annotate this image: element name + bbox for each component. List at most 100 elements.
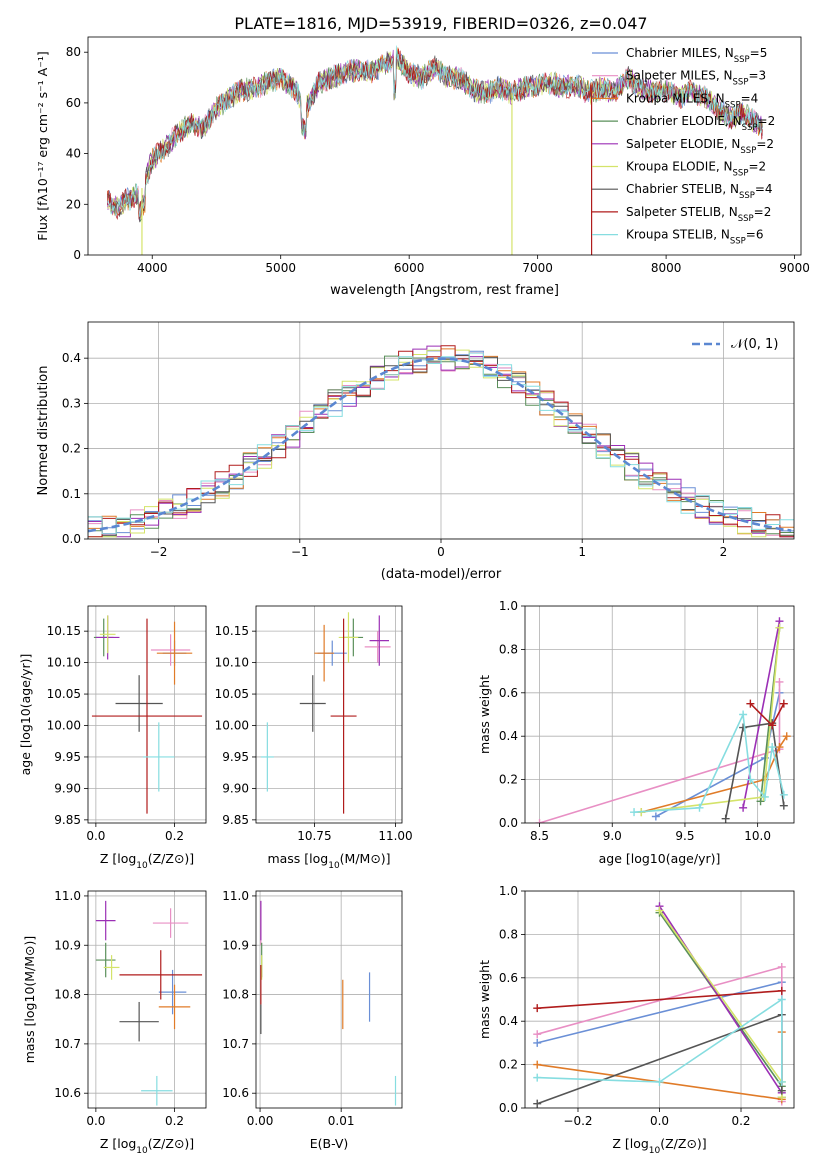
ebv-mass-frame bbox=[255, 890, 403, 1109]
z-age-y-tick-label: 10.15 bbox=[47, 624, 81, 638]
age-weight-marker bbox=[779, 699, 788, 708]
mass-age-y-tick-label: 9.85 bbox=[222, 813, 249, 827]
mass-age-y-tick-label: 9.90 bbox=[222, 781, 249, 795]
z-weight-x-tick-label: 0.2 bbox=[731, 1114, 750, 1128]
residuals-x-tick-label: 1 bbox=[578, 545, 586, 559]
spectrum-x-tick-label: 9000 bbox=[779, 261, 810, 275]
age-weight-y-tick-label: 0.4 bbox=[499, 729, 518, 743]
z-weight-marker bbox=[777, 995, 786, 1004]
z-mass-plot-area bbox=[88, 891, 206, 1108]
age-weight-plot-area bbox=[525, 606, 794, 823]
age-weight-x-tick-label: 9.5 bbox=[675, 829, 694, 843]
age-weight-marker bbox=[779, 790, 788, 799]
legend-entry: Kroupa ELODIE, NSSP=2 bbox=[626, 160, 766, 179]
z-weight-x-tick-label: 0.0 bbox=[650, 1114, 669, 1128]
z-mass-y-tick-label: 10.9 bbox=[54, 938, 81, 952]
z-mass-x-tick-label: 0.0 bbox=[86, 1114, 105, 1128]
z-mass-y-label: mass [log10(M/M⊙)] bbox=[22, 936, 37, 1064]
spectrum-y-tick-label: 60 bbox=[66, 96, 81, 110]
ebv-mass-y-tick-label: 10.7 bbox=[222, 1037, 249, 1051]
age-weight-marker bbox=[760, 792, 769, 801]
residuals-y-tick-label: 0.4 bbox=[62, 351, 81, 365]
z-weight-panel: −0.2 0.0 0.2 0.0 0.2 0.4 0.6 0.8 1.0 Z [log10(Z/Z… bbox=[477, 884, 795, 1156]
mass-age-x-label: mass [log10(M/M⊙)] bbox=[267, 851, 390, 871]
ebv-mass-x-label: E(B-V) bbox=[310, 1136, 349, 1151]
z-age-x-label: Z [log10(Z/Z⊙)] bbox=[100, 851, 194, 871]
spectrum-x-tick-label: 5000 bbox=[265, 261, 296, 275]
ebv-mass-y-tick-label: 10.8 bbox=[222, 988, 249, 1002]
mass-age-x-tick-label: 11.00 bbox=[378, 829, 412, 843]
z-mass-y-tick-label: 10.7 bbox=[54, 1037, 81, 1051]
spectrum-x-tick-label: 6000 bbox=[394, 261, 425, 275]
mass-age-plot-area bbox=[256, 606, 402, 823]
age-weight-y-label: mass weight bbox=[477, 675, 492, 754]
age-weight-marker bbox=[756, 797, 765, 806]
legend-entry: Salpeter STELIB, NSSP=2 bbox=[626, 205, 771, 224]
age-weight-marker bbox=[695, 803, 704, 812]
z-weight-y-tick-label: 0.4 bbox=[499, 1014, 518, 1028]
age-weight-x-tick-label: 8.5 bbox=[530, 829, 549, 843]
age-weight-y-tick-label: 0.6 bbox=[499, 686, 518, 700]
z-age-y-label: age [log10(age/yr)] bbox=[18, 654, 33, 776]
residuals-frame bbox=[87, 321, 795, 540]
age-weight-x-label: age [log10(age/yr)] bbox=[599, 851, 721, 866]
spectrum-panel: 4000 5000 6000 7000 8000 9000 0 20 40 60 80 wavelen… bbox=[35, 36, 810, 298]
spectrum-y-tick-label: 80 bbox=[66, 45, 81, 59]
age-weight-marker bbox=[746, 775, 755, 784]
legend-entry: Salpeter ELODIE, NSSP=2 bbox=[626, 137, 774, 156]
spectrum-line bbox=[107, 45, 763, 217]
legend-entry: 𝒩(0, 1) bbox=[731, 337, 778, 352]
residuals-y-tick-label: 0.1 bbox=[62, 487, 81, 501]
z-mass-y-tick-label: 10.6 bbox=[54, 1086, 81, 1100]
age-weight-marker bbox=[721, 814, 730, 823]
age-weight-line bbox=[724, 722, 785, 819]
mass-age-y-tick-label: 10.10 bbox=[215, 656, 249, 670]
age-weight-marker bbox=[782, 732, 791, 741]
age-weight-line bbox=[641, 735, 788, 813]
spectrum-x-label: wavelength [Angstrom, rest frame] bbox=[330, 283, 559, 298]
z-weight-marker bbox=[533, 1060, 542, 1069]
age-weight-marker bbox=[746, 699, 755, 708]
age-weight-marker bbox=[775, 677, 784, 686]
spectrum-y-label: Flux [fλ10⁻¹⁷ erg cm⁻² s⁻¹ A⁻¹] bbox=[35, 51, 50, 240]
residual-histogram bbox=[88, 352, 794, 539]
age-weight-marker bbox=[768, 721, 777, 730]
ebv-mass-x-tick-label: 0.00 bbox=[247, 1114, 274, 1128]
spectrum-plot-area bbox=[107, 45, 763, 255]
age-weight-y-tick-label: 0.2 bbox=[499, 773, 518, 787]
ebv-mass-y-tick-label: 11.0 bbox=[222, 889, 249, 903]
residuals-plot-area bbox=[88, 322, 794, 539]
age-weight-marker bbox=[779, 801, 788, 810]
z-weight-marker bbox=[655, 906, 664, 915]
z-weight-x-tick-label: −0.2 bbox=[563, 1114, 592, 1128]
mass-age-frame bbox=[255, 605, 403, 824]
z-weight-marker bbox=[533, 1038, 542, 1047]
spectrum-x-tick-label: 4000 bbox=[137, 261, 168, 275]
legend-entry: Chabrier ELODIE, NSSP=2 bbox=[626, 114, 775, 133]
residuals-x-tick-label: 0 bbox=[437, 545, 445, 559]
z-weight-marker bbox=[533, 1073, 542, 1082]
z-weight-y-tick-label: 0.2 bbox=[499, 1058, 518, 1072]
z-age-frame bbox=[87, 605, 207, 824]
ebv-mass-x-tick-label: 0.01 bbox=[328, 1114, 355, 1128]
legend-entry: Salpeter MILES, NSSP=3 bbox=[626, 69, 766, 88]
z-mass-panel: 0.0 0.2 10.6 10.7 10.8 10.9 11.0 Z [log10(Z/Z⊙)… bbox=[22, 889, 207, 1156]
z-weight-line bbox=[658, 905, 783, 1094]
residuals-y-label: Normed distribution bbox=[36, 366, 51, 496]
z-weight-frame bbox=[524, 890, 795, 1109]
age-weight-y-tick-label: 0.8 bbox=[499, 642, 518, 656]
legend-entry: Chabrier STELIB, NSSP=4 bbox=[626, 182, 773, 201]
z-weight-y-tick-label: 1.0 bbox=[499, 884, 518, 898]
age-weight-marker bbox=[535, 819, 544, 823]
spectrum-x-tick-label: 7000 bbox=[522, 261, 553, 275]
z-weight-marker bbox=[533, 1030, 542, 1039]
z-weight-line bbox=[537, 990, 782, 1009]
residuals-y-tick-label: 0.0 bbox=[62, 532, 81, 546]
mass-age-y-tick-label: 9.95 bbox=[222, 750, 249, 764]
z-weight-y-tick-label: 0.0 bbox=[499, 1101, 518, 1115]
mass-age-y-tick-label: 10.15 bbox=[215, 624, 249, 638]
residuals-y-tick-label: 0.2 bbox=[62, 442, 81, 456]
ebv-mass-y-tick-label: 10.6 bbox=[222, 1086, 249, 1100]
z-weight-marker bbox=[655, 1077, 664, 1086]
z-weight-y-tick-label: 0.6 bbox=[499, 971, 518, 985]
